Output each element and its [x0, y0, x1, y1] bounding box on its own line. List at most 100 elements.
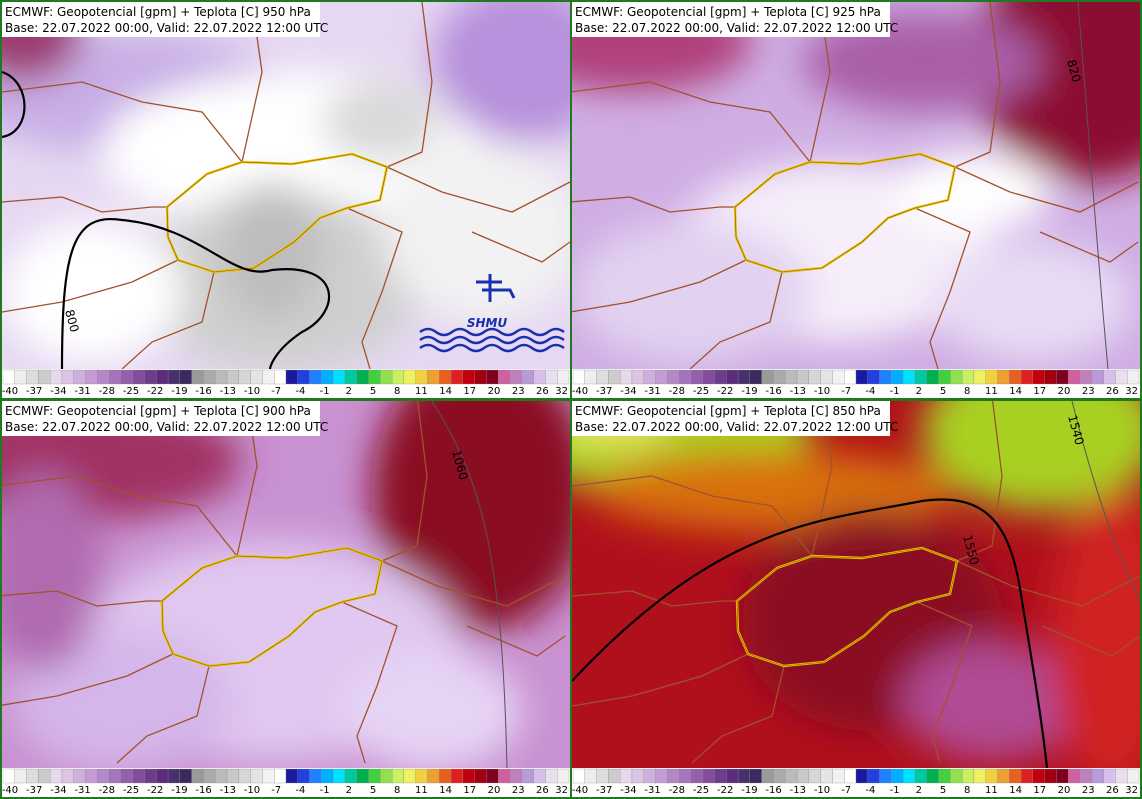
map: 800 SHMU: [2, 2, 570, 369]
contour-line: [431, 401, 508, 768]
colorbar-cell: [1056, 768, 1069, 784]
colorbar-label: 14: [1009, 386, 1022, 397]
colorbar-cell: [415, 768, 428, 784]
colorbar-cell: [608, 768, 621, 784]
colorbar-cell: [26, 369, 39, 385]
colorbar-cell: [1009, 369, 1022, 385]
field-blob: [1052, 491, 1140, 768]
colorbar-label: -37: [596, 386, 612, 397]
colorbar-label: 26: [536, 785, 549, 796]
colorbar-label: 32: [555, 785, 568, 796]
colorbar-cell: [321, 369, 334, 385]
country-border: [572, 196, 735, 213]
colorbar-cell: [690, 768, 703, 784]
colorbar-cell: [498, 369, 511, 385]
colorbar-cell: [450, 768, 464, 784]
colorbar-label: -16: [765, 386, 781, 397]
colorbar-label: 20: [1058, 386, 1071, 397]
slovakia-border-inner: [166, 153, 388, 273]
colorbar-label: 8: [964, 785, 970, 796]
colorbar-cell: [879, 768, 892, 784]
colorbar-cell: [391, 768, 405, 784]
contour-label: 820: [1064, 58, 1083, 84]
colorbar-cell: [474, 768, 487, 784]
colorbar-cell: [380, 369, 393, 385]
colorbar-label: -22: [147, 785, 163, 796]
title: ECMWF: Geopotencial [gpm] + Teplota [C] …: [5, 5, 311, 19]
colorbar-cell: [785, 768, 798, 784]
colorbar-cell: [1091, 369, 1104, 385]
logo: SHMU: [419, 274, 565, 353]
colorbar-label: -37: [596, 785, 612, 796]
colorbar-cell: [344, 369, 357, 385]
colorbar-label: 20: [488, 386, 501, 397]
colorbar-cell: [557, 768, 570, 784]
colorbar-cell: [620, 768, 633, 784]
colorbar-label: -16: [195, 386, 211, 397]
colorbar-cell: [167, 369, 181, 385]
colorbar-cell: [238, 369, 251, 385]
logo-text: SHMU: [467, 316, 508, 330]
colorbar-label: 26: [536, 386, 549, 397]
colorbar-cell: [545, 369, 558, 385]
colorbar-label: -31: [74, 386, 90, 397]
colorbar-cell: [997, 768, 1010, 784]
colorbar-label: 23: [512, 386, 525, 397]
colorbar-cell: [584, 768, 597, 784]
country-border: [954, 2, 1001, 168]
colorbar-label: -4: [295, 785, 305, 796]
colorbar-cell: [950, 369, 963, 385]
colorbar-cell: [262, 369, 275, 385]
title-box: [2, 401, 320, 436]
colorbar-cell: [1020, 369, 1034, 385]
colorbar-label: 26: [1106, 386, 1119, 397]
colorbar-label: -31: [74, 785, 90, 796]
colorbar-cell: [545, 768, 558, 784]
colorbar-cell: [356, 768, 369, 784]
colorbar-label: -4: [865, 785, 875, 796]
colorbar-cell: [108, 768, 122, 784]
colorbar-label: 17: [1033, 386, 1046, 397]
field-blob: [12, 631, 232, 768]
colorbar-label: 17: [1033, 785, 1046, 796]
colorbar-cell: [415, 369, 428, 385]
colorbar-cell: [1032, 369, 1045, 385]
country-border: [2, 475, 238, 557]
colorbar-cell: [462, 369, 475, 385]
colorbar-label: 5: [370, 785, 376, 796]
colorbar-label: -13: [790, 386, 806, 397]
colorbar-cell: [521, 369, 534, 385]
colorbar-label: -31: [644, 386, 660, 397]
colorbar-cell: [643, 768, 656, 784]
country-border: [572, 590, 737, 607]
country-border: [1041, 625, 1140, 657]
colorbar-cell: [938, 768, 951, 784]
colorbar-cell: [903, 369, 916, 385]
country-border: [689, 271, 783, 369]
colorbar-label: -7: [841, 386, 851, 397]
colorbar-cell: [439, 369, 452, 385]
colorbar-label: -25: [123, 386, 139, 397]
colorbar-cell: [333, 768, 346, 784]
colorbar-cell: [655, 369, 668, 385]
colorbar-label: -40: [572, 785, 588, 796]
colorbar-cell: [1079, 768, 1092, 784]
colorbar-cell: [832, 369, 845, 385]
colorbar-label: 11: [415, 386, 428, 397]
colorbar-cell: [1009, 768, 1022, 784]
colorbar-cell: [914, 768, 927, 784]
title: ECMWF: Geopotencial [gpm] + Teplota [C] …: [575, 5, 881, 19]
colorbar-label: -13: [220, 386, 236, 397]
colorbar-cell: [867, 369, 880, 385]
colorbar-cell: [38, 369, 51, 385]
colorbar-cell: [914, 369, 927, 385]
colorbar-label: -10: [814, 386, 830, 397]
colorbar-label: -13: [790, 785, 806, 796]
colorbar-label: -25: [693, 785, 709, 796]
colorbar-cell: [203, 369, 216, 385]
colorbar-cell: [1044, 369, 1057, 385]
colorbar-cell: [368, 369, 381, 385]
colorbar-label: -10: [814, 785, 830, 796]
colorbar-label: -34: [50, 785, 66, 796]
field-blob: [372, 401, 570, 631]
